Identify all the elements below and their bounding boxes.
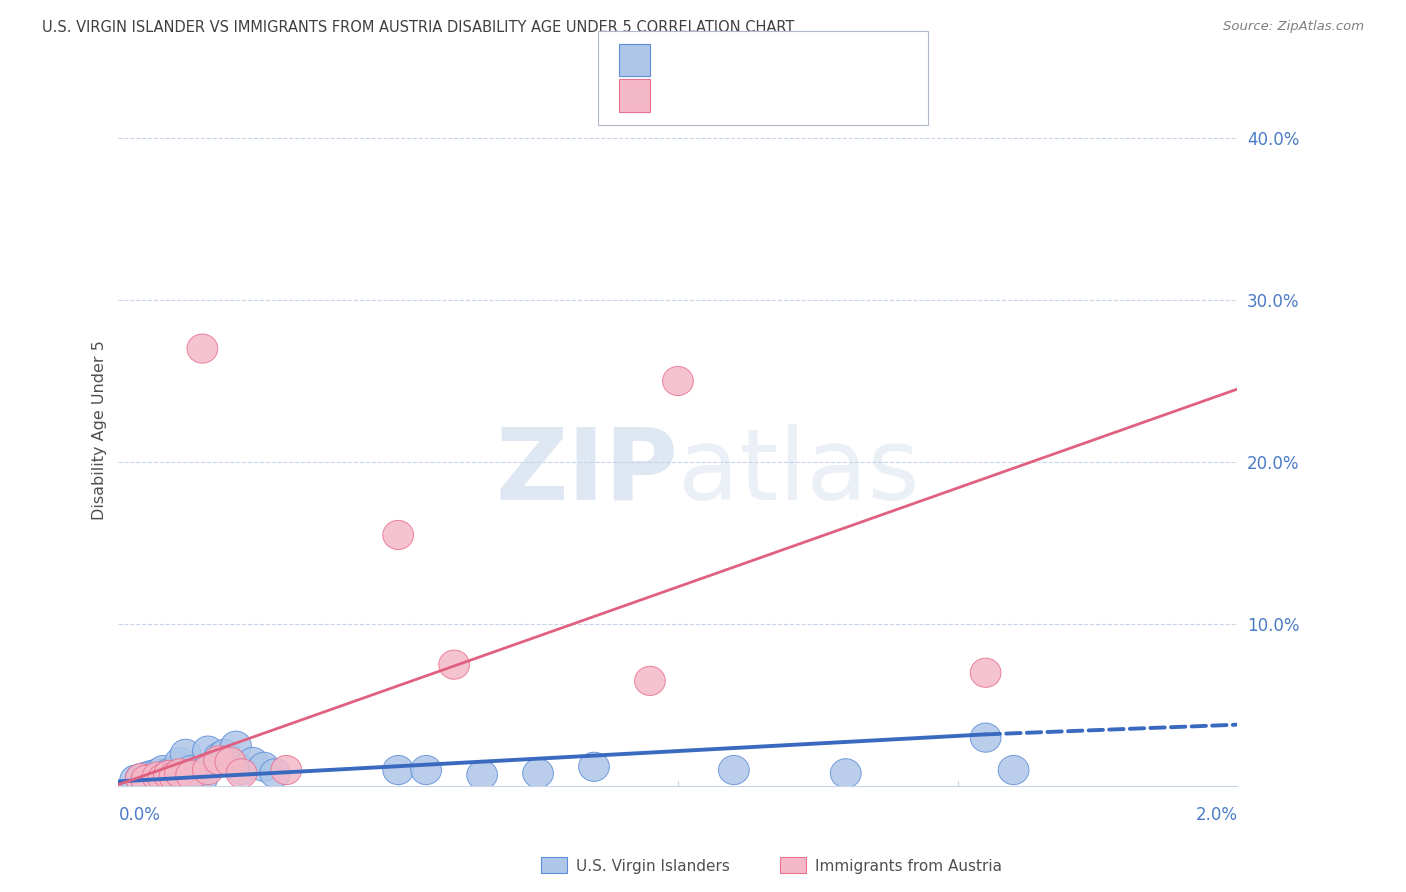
Ellipse shape [181, 762, 212, 791]
Ellipse shape [131, 762, 162, 791]
Text: Source: ZipAtlas.com: Source: ZipAtlas.com [1223, 20, 1364, 33]
Ellipse shape [176, 756, 207, 785]
Ellipse shape [136, 765, 167, 795]
Ellipse shape [159, 757, 190, 786]
Text: R = 0.436   N = 20: R = 0.436 N = 20 [666, 87, 851, 104]
Ellipse shape [998, 756, 1029, 785]
Ellipse shape [176, 760, 207, 789]
Ellipse shape [382, 756, 413, 785]
Ellipse shape [411, 756, 441, 785]
Ellipse shape [142, 759, 173, 788]
Ellipse shape [382, 520, 413, 549]
Ellipse shape [148, 764, 179, 793]
Ellipse shape [193, 756, 224, 785]
Ellipse shape [662, 367, 693, 395]
Ellipse shape [165, 752, 195, 781]
Ellipse shape [148, 764, 179, 793]
Ellipse shape [136, 760, 167, 789]
Ellipse shape [523, 759, 554, 788]
Ellipse shape [187, 764, 218, 793]
Ellipse shape [970, 658, 1001, 688]
Ellipse shape [209, 739, 240, 768]
Ellipse shape [187, 334, 218, 363]
Ellipse shape [159, 760, 190, 789]
Ellipse shape [215, 747, 246, 777]
Ellipse shape [165, 747, 195, 777]
Text: Immigrants from Austria: Immigrants from Austria [815, 859, 1002, 873]
Ellipse shape [170, 739, 201, 768]
Ellipse shape [142, 767, 173, 796]
Text: 2.0%: 2.0% [1195, 806, 1237, 824]
Text: 0.0%: 0.0% [118, 806, 160, 824]
Ellipse shape [165, 759, 195, 788]
Text: R = 0.332   N = 37: R = 0.332 N = 37 [666, 51, 851, 69]
Ellipse shape [831, 759, 860, 788]
Ellipse shape [204, 742, 235, 772]
Text: ZIP: ZIP [495, 424, 678, 521]
Ellipse shape [153, 760, 184, 789]
Ellipse shape [439, 650, 470, 680]
Ellipse shape [193, 736, 224, 765]
Ellipse shape [238, 747, 269, 777]
Ellipse shape [131, 765, 162, 795]
Ellipse shape [159, 762, 190, 791]
Ellipse shape [153, 759, 184, 788]
Ellipse shape [125, 764, 156, 793]
Ellipse shape [153, 762, 184, 791]
Text: atlas: atlas [678, 424, 920, 521]
Ellipse shape [221, 731, 252, 760]
Ellipse shape [131, 767, 162, 796]
Ellipse shape [634, 666, 665, 696]
Ellipse shape [970, 723, 1001, 752]
Ellipse shape [120, 765, 150, 795]
Y-axis label: Disability Age Under 5: Disability Age Under 5 [93, 340, 107, 519]
Ellipse shape [142, 762, 173, 791]
Ellipse shape [204, 746, 235, 775]
Ellipse shape [718, 756, 749, 785]
Ellipse shape [467, 760, 498, 789]
Ellipse shape [148, 756, 179, 785]
Text: U.S. Virgin Islanders: U.S. Virgin Islanders [576, 859, 730, 873]
Text: U.S. VIRGIN ISLANDER VS IMMIGRANTS FROM AUSTRIA DISABILITY AGE UNDER 5 CORRELATI: U.S. VIRGIN ISLANDER VS IMMIGRANTS FROM … [42, 20, 794, 35]
Ellipse shape [226, 759, 257, 788]
Ellipse shape [579, 752, 609, 781]
Ellipse shape [271, 756, 302, 785]
Ellipse shape [249, 752, 280, 781]
Ellipse shape [125, 764, 156, 793]
Ellipse shape [260, 759, 291, 788]
Ellipse shape [226, 756, 257, 785]
